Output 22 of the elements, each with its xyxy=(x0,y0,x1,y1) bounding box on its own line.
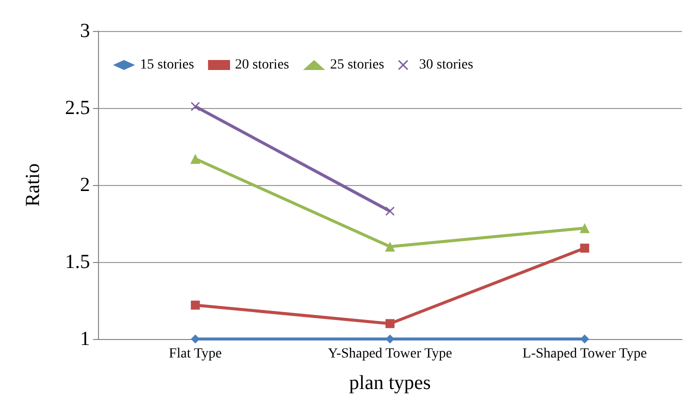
point xyxy=(580,223,590,234)
legend-label: 15 stories xyxy=(140,58,194,72)
point xyxy=(385,242,395,252)
x-tick-label: Flat Type xyxy=(168,346,222,362)
point xyxy=(580,244,590,253)
legend-label: 25 stories xyxy=(330,58,384,72)
y-tick-label: 2.5 xyxy=(65,97,90,119)
y-axis-title: Ratio xyxy=(22,163,44,207)
x-axis-title: plan types xyxy=(349,372,432,394)
point xyxy=(386,206,394,216)
y-tick-label: 3 xyxy=(80,20,90,42)
point xyxy=(190,300,200,310)
x-tick-label: Y-Shaped Tower Type xyxy=(328,346,452,362)
y-tick-label: 1.5 xyxy=(65,251,90,273)
point xyxy=(386,319,394,328)
y-tick-label: 1 xyxy=(80,328,90,350)
legend-label: 20 stories xyxy=(235,58,290,72)
point xyxy=(190,154,200,164)
point xyxy=(190,102,200,111)
x-tick-label: L-Shaped Tower Type xyxy=(522,346,647,362)
y-tick-label: 2 xyxy=(80,174,90,196)
legend-label: 30 stories xyxy=(419,58,474,72)
